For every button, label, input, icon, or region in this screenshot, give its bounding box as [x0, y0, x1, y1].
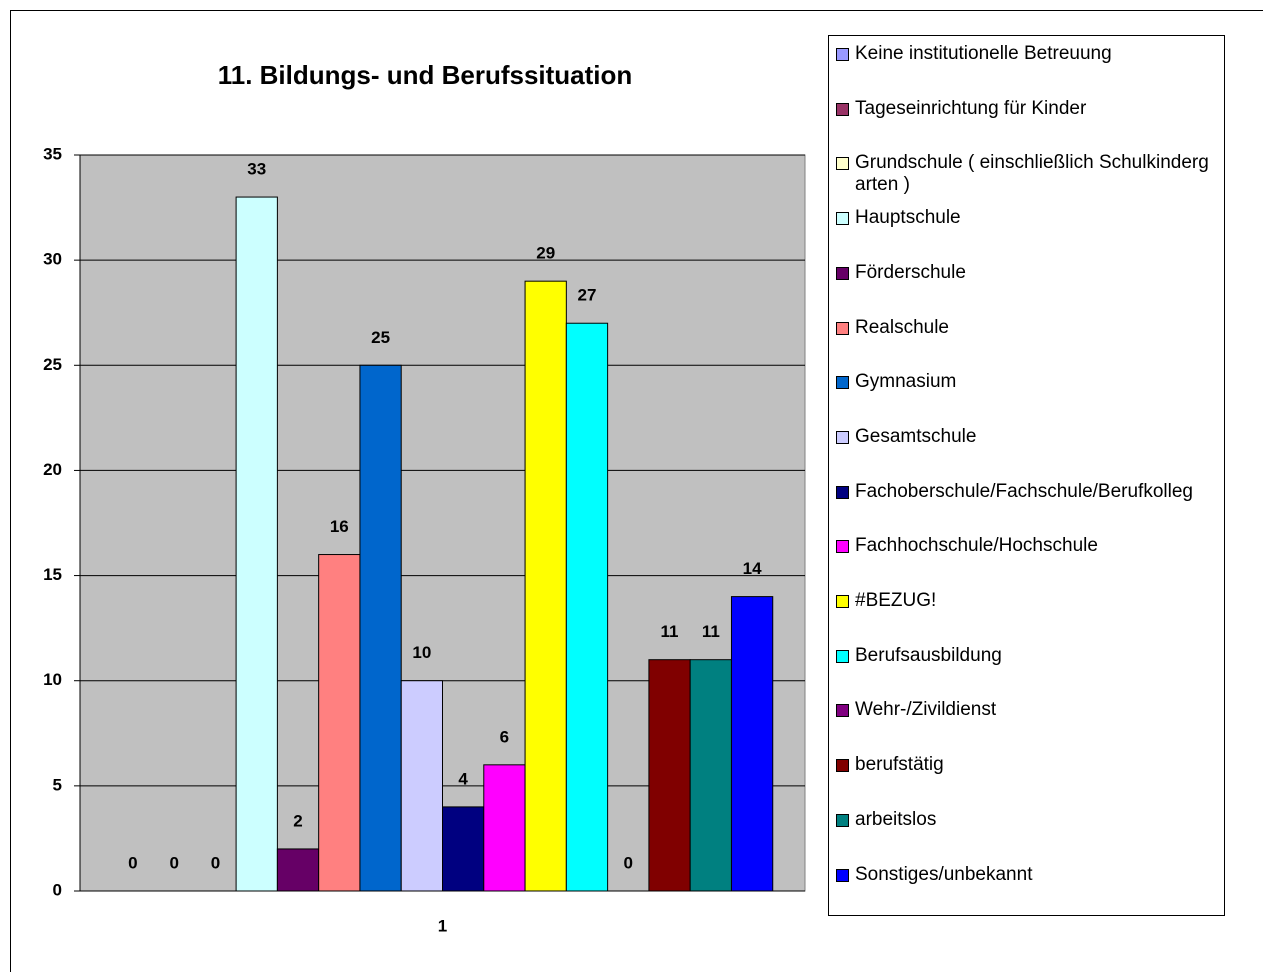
y-tick-label: 30: [43, 250, 62, 269]
legend-swatch: [836, 649, 849, 663]
legend-label: Wehr-/Zivildienst: [855, 699, 997, 721]
bar: [359, 364, 402, 892]
legend-box: [828, 35, 1225, 916]
legend-label: Realschule: [855, 316, 949, 338]
legend-swatch: [836, 212, 849, 226]
bar: [235, 196, 278, 892]
chart-title: 11. Bildungs- und Berufssituation: [218, 60, 633, 90]
data-label: 0: [624, 853, 633, 872]
legend-swatch: [836, 759, 849, 773]
legend-swatch: [836, 430, 849, 444]
data-label: 29: [536, 244, 555, 263]
data-label: 33: [247, 160, 266, 179]
data-label: 6: [500, 727, 509, 746]
legend-swatch: [836, 102, 849, 116]
y-tick-label: 0: [53, 880, 62, 899]
data-label: 0: [128, 853, 137, 872]
legend-swatch: [836, 321, 849, 335]
bar: [689, 659, 732, 892]
legend-swatch: [836, 485, 849, 499]
legend-label: Gesamtschule: [855, 425, 977, 447]
data-label: 25: [371, 328, 390, 347]
bar: [442, 806, 485, 892]
bar: [276, 848, 320, 892]
legend-label: arbeitslos: [855, 808, 937, 830]
data-label: 14: [743, 559, 762, 578]
legend-swatch: [836, 157, 849, 171]
data-label: 0: [211, 853, 220, 872]
legend-label: Grundschule ( einschließlich Schulkinder…: [855, 152, 1209, 196]
legend-swatch: [836, 376, 849, 390]
legend-label: Gymnasium: [855, 371, 957, 393]
bar: [648, 659, 691, 892]
data-label: 0: [169, 853, 178, 872]
data-label: 11: [702, 622, 720, 641]
legend-label: Berufsausbildung: [855, 644, 1002, 666]
bar: [483, 764, 526, 892]
legend-swatch: [836, 704, 849, 718]
bar: [730, 596, 774, 892]
data-label: 27: [578, 286, 597, 305]
legend-swatch: [836, 48, 849, 61]
data-label: 10: [412, 643, 431, 662]
legend-swatch: [836, 540, 849, 554]
legend-label: Fachoberschule/Fachschule/Berufkolleg: [855, 480, 1193, 502]
y-tick-label: 35: [43, 144, 62, 163]
legend-swatch: [836, 266, 849, 280]
bar: [524, 280, 567, 892]
data-label: 16: [330, 517, 349, 536]
legend-label: Sonstiges/unbekannt: [855, 863, 1033, 885]
y-tick-label: 5: [53, 775, 62, 794]
bar: [565, 322, 609, 892]
legend-label: Förderschule: [855, 261, 966, 283]
legend-label: #BEZUG!: [855, 590, 937, 611]
legend-swatch: [836, 868, 849, 882]
legend-label: berufstätig: [855, 754, 944, 776]
y-tick-label: 15: [43, 565, 62, 584]
legend-swatch: [836, 813, 849, 827]
legend-label: Tageseinrichtung für Kinder: [855, 97, 1087, 119]
legend-label: Hauptschule: [855, 207, 961, 229]
legend-swatch: [836, 595, 849, 608]
y-tick-label: 10: [43, 670, 62, 689]
chart-border: [10, 10, 1263, 972]
data-label: 4: [458, 769, 468, 788]
y-tick-label: 25: [43, 355, 62, 374]
y-tick-label: 20: [43, 460, 62, 479]
data-label: 11: [661, 622, 679, 641]
data-label: 2: [293, 811, 302, 830]
bar: [400, 680, 443, 892]
x-tick-label: 1: [438, 916, 447, 935]
bar: [318, 554, 361, 892]
legend-label: Fachhochschule/Hochschule: [855, 535, 1098, 557]
legend-label: Keine institutionelle Betreuung: [855, 43, 1112, 64]
